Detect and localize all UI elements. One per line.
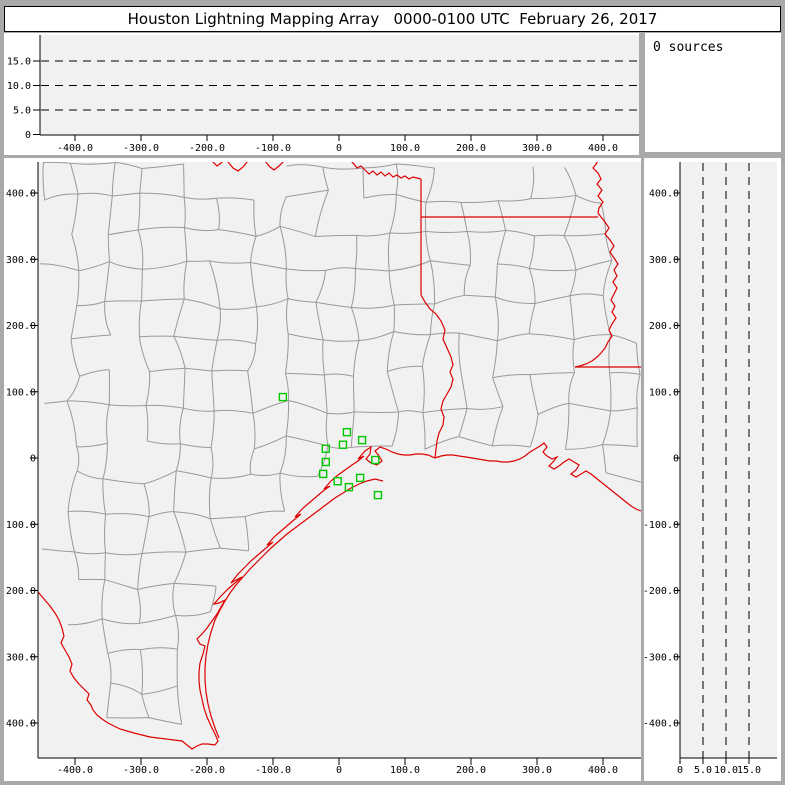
ns-tick-label: 100.0	[6, 387, 36, 398]
ew-tick-label: 400.0	[588, 143, 618, 154]
ns-tick-label: 100.0	[649, 387, 679, 398]
state-borders-and-coastline	[38, 162, 641, 750]
lma-station-marker	[357, 435, 367, 445]
map-axes	[30, 162, 641, 765]
title-bar: Houston Lightning Mapping Array 0000-010…	[4, 6, 781, 32]
ew-tick-label: -100.0	[255, 765, 291, 776]
map-plot-area[interactable]	[38, 162, 641, 758]
alt-ns-labels: 400.0 300.0 200.0 100.0 0 -100.0 -200.0 -300.0 -…	[644, 189, 761, 777]
map-labels: 400.0 300.0 200.0 100.0 0 -100.0 -200.0 -300.0 -…	[4, 189, 618, 777]
alt-gridlines	[41, 60, 639, 111]
ew-tick-label: -200.0	[189, 143, 225, 154]
ns-tick-label: -100.0	[4, 520, 36, 531]
lma-station-marker	[355, 473, 365, 483]
ew-tick-label: -300.0	[123, 765, 159, 776]
lma-station-marker	[333, 476, 342, 486]
altitude-ew-panel[interactable]: 0 5.0 10.0 15.0 -400.0 -300.0 -200.0 -100.0 0 100…	[4, 33, 639, 155]
ew-tick-label: 300.0	[522, 765, 552, 776]
alt-tick-label: 5.0	[694, 765, 712, 776]
alt-tick-label: 5.0	[13, 106, 31, 117]
ew-tick-label: 200.0	[456, 765, 486, 776]
alt-ew-labels: 0 5.0 10.0 15.0 -400.0 -300.0 -200.0 -100.0 0 100…	[7, 57, 618, 155]
altitude-ns-panel[interactable]: 400.0 300.0 200.0 100.0 0 -100.0 -200.0 -300.0 -…	[644, 158, 781, 781]
ew-tick-label: -400.0	[57, 143, 93, 154]
lma-station-marker	[344, 482, 354, 492]
alt-tick-label: 15.0	[737, 765, 761, 776]
alt-tick-label: 0	[25, 130, 31, 141]
gulf-coastline	[196, 442, 641, 746]
lma-station-marker	[278, 392, 288, 402]
alt-ns-plot-area[interactable]	[680, 162, 777, 758]
lma-station-marker	[373, 490, 383, 500]
county-borders	[39, 162, 641, 725]
ns-tick-label: -200.0	[644, 586, 679, 597]
ew-tick-label: 400.0	[588, 765, 618, 776]
plan-view-map-panel[interactable]: 400.0 300.0 200.0 100.0 0 -100.0 -200.0 -300.0 -…	[4, 158, 641, 781]
ew-tick-label: 100.0	[390, 143, 420, 154]
alt-ew-axes	[33, 35, 639, 141]
alt-tick-label: 0	[677, 765, 683, 776]
ns-tick-label: 300.0	[649, 255, 679, 266]
ew-tick-label: -100.0	[255, 143, 291, 154]
alt-tick-label: 10.0	[714, 765, 738, 776]
ew-tick-label: 0	[336, 143, 342, 154]
ns-tick-label: -400.0	[4, 719, 36, 730]
ns-tick-label: -300.0	[644, 652, 679, 663]
window-title: Houston Lightning Mapping Array 0000-010…	[127, 10, 658, 28]
ew-tick-label: 200.0	[456, 143, 486, 154]
ew-tick-label: -200.0	[189, 765, 225, 776]
mississippi-river-border	[574, 162, 619, 368]
ew-tick-label: -400.0	[57, 765, 93, 776]
ew-tick-label: 0	[336, 765, 342, 776]
source-count-box: 0 sources	[645, 33, 781, 152]
ns-tick-label: 200.0	[649, 321, 679, 332]
lma-station-marker	[342, 427, 352, 437]
ew-tick-label: 300.0	[522, 143, 552, 154]
ns-tick-label: -200.0	[4, 586, 36, 597]
ns-tick-label: 400.0	[649, 189, 679, 200]
ns-tick-label: -400.0	[644, 719, 679, 730]
red-river-border	[212, 162, 422, 180]
ns-tick-label: 200.0	[6, 321, 36, 332]
alt-ns-axes	[674, 162, 777, 764]
ns-tick-label: 300.0	[6, 255, 36, 266]
lma-stations	[278, 392, 383, 500]
lma-station-marker	[318, 469, 328, 479]
lma-station-marker	[371, 455, 380, 465]
source-count-label: 0 sources	[653, 40, 724, 55]
ns-tick-label: -100.0	[644, 520, 679, 531]
ns-tick-label: 0	[30, 454, 36, 465]
barrier-islands	[204, 478, 384, 739]
sabine-river-border	[420, 294, 454, 459]
ns-tick-label: 0	[673, 454, 679, 465]
ew-tick-label: 100.0	[390, 765, 420, 776]
ns-tick-label: -300.0	[4, 652, 36, 663]
alt-gridlines	[702, 163, 750, 758]
lma-station-marker	[321, 457, 330, 467]
alt-tick-label: 10.0	[7, 81, 31, 92]
alt-tick-label: 15.0	[7, 57, 31, 68]
lma-station-marker	[338, 440, 348, 449]
rio-grande-border	[38, 591, 216, 750]
lma-station-marker	[321, 444, 330, 453]
ew-tick-label: -300.0	[123, 143, 159, 154]
ns-tick-label: 400.0	[6, 189, 36, 200]
